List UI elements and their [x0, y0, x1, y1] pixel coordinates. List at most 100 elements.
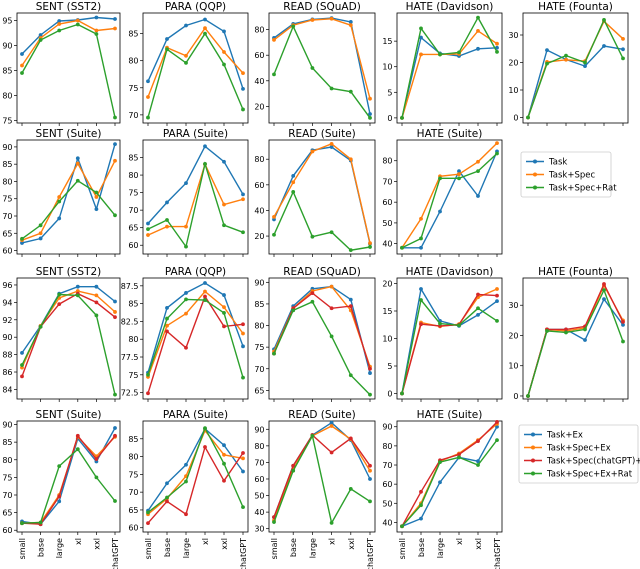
legend-label: Task+Spec+Ex+Rat — [546, 470, 633, 480]
data-point-task-spec-rat — [419, 26, 423, 31]
y-tick-label: 5 — [387, 88, 392, 97]
y-tick-label: 75 — [2, 473, 12, 482]
data-point-task-spec-chatgpt-ex — [184, 345, 188, 350]
series-line-task-spec-rat — [527, 18, 624, 118]
y-tick-label: 10 — [382, 63, 392, 72]
y-tick-label: 20 — [508, 331, 518, 340]
plot-frame — [396, 420, 503, 533]
data-point-task-ex — [495, 424, 499, 429]
legend-marker — [533, 159, 537, 164]
data-point-task-spec — [20, 63, 24, 68]
data-point-task-spec-chatgpt-ex — [113, 433, 117, 438]
legend-top: Task Task+Spec Task+Spec+Rat — [520, 151, 617, 198]
y-tick-label: 65 — [2, 509, 12, 518]
y-tick-label: 0 — [387, 114, 392, 123]
y-tick-label: 90 — [2, 421, 12, 430]
panel-12-read-squad: READ (SQuAD) 65 70 75 80 85 90 — [254, 266, 376, 402]
x-tick-label: chatGPT — [366, 538, 375, 569]
data-point-task — [583, 64, 587, 68]
data-point-task-spec-rat — [526, 115, 530, 120]
series-line-task-spec-rat — [147, 161, 244, 249]
data-point-task-spec-rat — [38, 38, 43, 42]
y-tick-label: 90 — [254, 425, 264, 434]
plot-frame — [268, 277, 376, 400]
panel-18-hate-suite: HATE (Suite) 40 50 60 70 80 90 small base large xl… — [382, 409, 503, 569]
y-tick-label: 75 — [128, 470, 138, 479]
panel-14-hate-founta: HATE (Founta) 0 10 20 30 — [508, 266, 629, 402]
data-point-task-spec-rat — [348, 89, 353, 94]
data-point-task — [113, 142, 117, 147]
data-point-task-ex — [184, 291, 188, 295]
data-point-task-spec-ex — [241, 456, 245, 461]
y-tick-label: 75 — [128, 189, 138, 198]
plot-frame — [522, 277, 629, 400]
data-point-task — [476, 194, 480, 198]
data-point-task-spec-ex-rat — [419, 503, 423, 508]
data-point-task-spec-ex — [368, 468, 372, 473]
data-point-task-spec — [75, 161, 80, 166]
data-point-task-spec-ex-rat — [38, 520, 43, 525]
y-tick-label: 50 — [382, 499, 392, 508]
data-point-task-spec-rat — [438, 52, 442, 57]
data-point-task — [113, 17, 117, 21]
data-point-task-spec — [310, 149, 315, 154]
plot-frame — [396, 139, 503, 255]
panel-title: HATE (Founta) — [538, 1, 613, 13]
series-line-task-spec — [273, 142, 371, 244]
data-point-task-spec-ex-rat — [272, 351, 276, 356]
y-tick-label: 80 — [254, 442, 264, 451]
series-line-task-spec-rat — [401, 152, 498, 249]
data-point-task-spec-rat — [329, 230, 334, 235]
data-point-task — [329, 145, 334, 149]
data-point-task-spec — [495, 41, 499, 46]
data-point-task — [222, 29, 226, 34]
data-point-task-spec — [457, 172, 461, 177]
data-point-task-spec-rat — [310, 234, 315, 239]
legend-label: Task+Spec(chatGPT)+Ex — [546, 457, 640, 467]
data-point-task-spec-rat — [75, 22, 80, 27]
series-line-task-spec-ex-rat — [21, 293, 116, 395]
data-point-task — [457, 169, 461, 173]
plot-frame — [16, 420, 121, 533]
data-point-task-spec-ex-rat — [348, 373, 353, 378]
data-point-task — [476, 46, 480, 51]
panel-title: HATE (Davidson) — [406, 266, 494, 278]
data-point-task-spec-rat — [241, 230, 245, 235]
data-point-task-spec-ex-rat — [241, 375, 245, 380]
y-tick-label: 50 — [382, 219, 392, 228]
data-point-task-ex — [368, 371, 372, 375]
data-point-task-spec-ex-rat — [438, 460, 442, 465]
data-point-task-spec-chatgpt-ex — [564, 327, 568, 332]
y-tick-label: 75 — [254, 343, 264, 352]
data-point-task-spec-chatgpt-ex — [113, 315, 117, 320]
y-tick-label: 60 — [128, 241, 138, 250]
data-point-task-spec-ex-rat — [526, 394, 530, 398]
data-point-task-spec — [57, 195, 62, 199]
y-tick-label: 65 — [128, 224, 138, 233]
data-point-task-spec-ex-rat — [545, 329, 549, 333]
series-line-task-spec-chatgpt-ex — [147, 294, 244, 394]
x-tick-label: large — [308, 538, 317, 558]
data-point-task-spec-rat — [57, 199, 62, 204]
y-tick-label: 0 — [387, 390, 392, 399]
data-point-task-spec-rat — [457, 176, 461, 181]
data-point-task-spec — [348, 157, 353, 162]
data-point-task-spec-chatgpt-ex — [419, 322, 423, 327]
y-tick-label: 75 — [128, 84, 138, 93]
y-tick-label: 60 — [254, 181, 264, 190]
data-point-task — [94, 207, 99, 211]
data-point-task-spec-ex-rat — [291, 308, 296, 313]
data-point-task-ex — [495, 299, 499, 303]
x-tick-label: base — [417, 538, 426, 557]
x-tick-label: large — [55, 538, 64, 558]
data-point-task-spec-ex-rat — [38, 324, 43, 329]
data-point-task-spec-chatgpt-ex — [621, 319, 625, 324]
series-line-task-spec — [21, 19, 116, 66]
legend-marker — [531, 432, 535, 437]
data-point-task-spec-chatgpt-ex — [476, 439, 480, 443]
panel-5-hate-founta: HATE (Founta) 0 10 20 30 — [508, 1, 629, 126]
data-point-task-spec-chatgpt-ex — [57, 302, 62, 307]
series-line-task — [402, 151, 498, 249]
data-point-task-ex — [368, 477, 372, 481]
y-tick-label: 65 — [2, 229, 12, 238]
